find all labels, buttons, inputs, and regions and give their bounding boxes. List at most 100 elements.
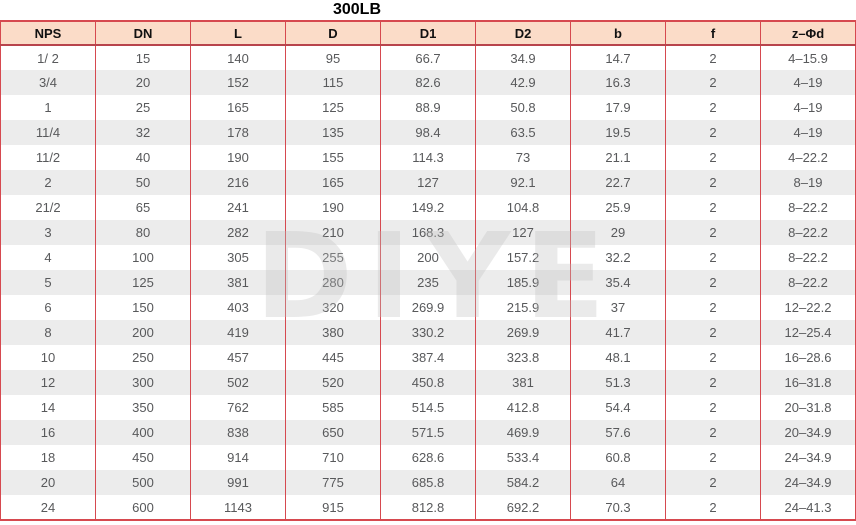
- cell: 95: [285, 45, 381, 70]
- cell: 21/2: [0, 195, 96, 220]
- table-row: 18 450 914 710 628.6 533.4 60.8 2 24–34.9: [0, 445, 856, 470]
- table-row: 10 250 457 445 387.4 323.8 48.1 2 16–28.6: [0, 345, 856, 370]
- cell: 98.4: [380, 120, 476, 145]
- cell: 19.5: [570, 120, 666, 145]
- cell: 2: [665, 245, 761, 270]
- cell: 32: [95, 120, 191, 145]
- cell: 692.2: [475, 495, 571, 520]
- cell: 4: [0, 245, 96, 270]
- table-body: 1/ 2 15 140 95 66.7 34.9 14.7 2 4–15.9 3/4 20 152 11…: [0, 45, 856, 520]
- cell: 8: [0, 320, 96, 345]
- cell: 2: [665, 195, 761, 220]
- cell: 2: [665, 95, 761, 120]
- column-header: D: [285, 21, 381, 45]
- cell: 20–31.8: [760, 395, 856, 420]
- cell: 762: [190, 395, 286, 420]
- cell: 8–19: [760, 170, 856, 195]
- cell: 838: [190, 420, 286, 445]
- cell: 914: [190, 445, 286, 470]
- page-title: 300LB: [332, 1, 382, 18]
- cell: 269.9: [475, 320, 571, 345]
- cell: 215.9: [475, 295, 571, 320]
- cell: 50.8: [475, 95, 571, 120]
- cell: 8–22.2: [760, 195, 856, 220]
- cell: 381: [475, 370, 571, 395]
- cell: 320: [285, 295, 381, 320]
- table-row: 1/ 2 15 140 95 66.7 34.9 14.7 2 4–15.9: [0, 45, 856, 70]
- cell: 500: [95, 470, 191, 495]
- cell: 4–19: [760, 120, 856, 145]
- cell: 20–34.9: [760, 420, 856, 445]
- column-header: NPS: [0, 21, 96, 45]
- cell: 710: [285, 445, 381, 470]
- cell: 200: [95, 320, 191, 345]
- cell: 24–41.3: [760, 495, 856, 520]
- cell: 2: [665, 320, 761, 345]
- cell: 165: [285, 170, 381, 195]
- cell: 42.9: [475, 70, 571, 95]
- cell: 2: [665, 420, 761, 445]
- cell: 2: [665, 470, 761, 495]
- cell: 2: [665, 45, 761, 70]
- cell: 125: [285, 95, 381, 120]
- cell: 104.8: [475, 195, 571, 220]
- cell: 2: [665, 370, 761, 395]
- cell: 14: [0, 395, 96, 420]
- cell: 600: [95, 495, 191, 520]
- cell: 381: [190, 270, 286, 295]
- cell: 300: [95, 370, 191, 395]
- cell: 2: [665, 170, 761, 195]
- table-row: 3 80 282 210 168.3 127 29 2 8–22.2: [0, 220, 856, 245]
- cell: 250: [95, 345, 191, 370]
- cell: 255: [285, 245, 381, 270]
- cell: 8–22.2: [760, 220, 856, 245]
- cell: 12: [0, 370, 96, 395]
- cell: 400: [95, 420, 191, 445]
- cell: 35.4: [570, 270, 666, 295]
- cell: 115: [285, 70, 381, 95]
- cell: 1143: [190, 495, 286, 520]
- cell: 34.9: [475, 45, 571, 70]
- column-header: D2: [475, 21, 571, 45]
- cell: 73: [475, 145, 571, 170]
- cell: 65: [95, 195, 191, 220]
- cell: 915: [285, 495, 381, 520]
- cell: 5: [0, 270, 96, 295]
- table-row: 12 300 502 520 450.8 381 51.3 2 16–31.8: [0, 370, 856, 395]
- cell: 127: [380, 170, 476, 195]
- cell: 6: [0, 295, 96, 320]
- cell: 20: [95, 70, 191, 95]
- cell: 387.4: [380, 345, 476, 370]
- column-header: D1: [380, 21, 476, 45]
- cell: 584.2: [475, 470, 571, 495]
- cell: 419: [190, 320, 286, 345]
- cell: 585: [285, 395, 381, 420]
- column-header: z–Φd: [760, 21, 856, 45]
- table-row: 11/4 32 178 135 98.4 63.5 19.5 2 4–19: [0, 120, 856, 145]
- cell: 25.9: [570, 195, 666, 220]
- cell: 80: [95, 220, 191, 245]
- cell: 4–22.2: [760, 145, 856, 170]
- cell: 269.9: [380, 295, 476, 320]
- cell: 168.3: [380, 220, 476, 245]
- cell: 450: [95, 445, 191, 470]
- cell: 1/ 2: [0, 45, 96, 70]
- cell: 54.4: [570, 395, 666, 420]
- cell: 63.5: [475, 120, 571, 145]
- cell: 216: [190, 170, 286, 195]
- cell: 330.2: [380, 320, 476, 345]
- cell: 88.9: [380, 95, 476, 120]
- cell: 991: [190, 470, 286, 495]
- cell: 48.1: [570, 345, 666, 370]
- cell: 650: [285, 420, 381, 445]
- table-row: 1 25 165 125 88.9 50.8 17.9 2 4–19: [0, 95, 856, 120]
- table-row: 11/2 40 190 155 114.3 73 21.1 2 4–22.2: [0, 145, 856, 170]
- cell: 125: [95, 270, 191, 295]
- cell: 457: [190, 345, 286, 370]
- cell: 520: [285, 370, 381, 395]
- table-row: 2 50 216 165 127 92.1 22.7 2 8–19: [0, 170, 856, 195]
- table-row: 4 100 305 255 200 157.2 32.2 2 8–22.2: [0, 245, 856, 270]
- cell: 140: [190, 45, 286, 70]
- column-header: DN: [95, 21, 191, 45]
